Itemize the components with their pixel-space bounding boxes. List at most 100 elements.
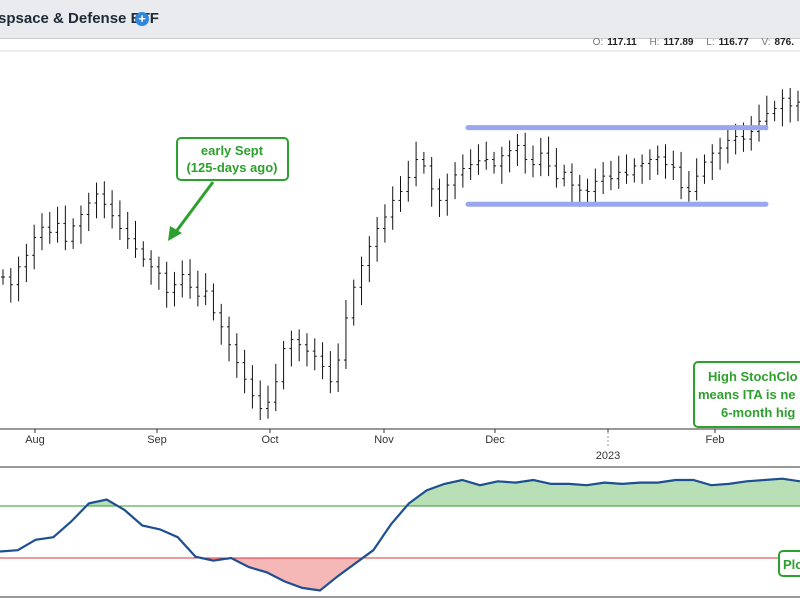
ohlc-bar bbox=[523, 132, 528, 174]
ohlc-bar bbox=[375, 217, 380, 262]
ohlc-bar bbox=[195, 270, 200, 307]
ohlc-bar bbox=[110, 190, 115, 229]
ohlc-bar bbox=[180, 260, 185, 298]
open-label: O: bbox=[592, 37, 604, 48]
ohlc-bar bbox=[227, 316, 232, 362]
ohlc-bar bbox=[312, 338, 317, 371]
volume-label: V: bbox=[761, 37, 771, 48]
price-plot-area bbox=[0, 51, 800, 429]
ohlc-bar bbox=[281, 340, 286, 390]
ohlc-bar bbox=[562, 164, 567, 187]
ohlc-bar bbox=[94, 182, 99, 219]
ohlc-bar bbox=[382, 204, 387, 243]
x-tick-label-aug: Aug bbox=[25, 434, 45, 446]
ohlc-bars bbox=[1, 88, 800, 421]
plot-label-group: Plo bbox=[778, 550, 800, 577]
ohlc-bar bbox=[476, 144, 481, 175]
ohlc-bar bbox=[429, 156, 434, 207]
high-value: 117.89 bbox=[663, 37, 694, 48]
ohlc-bar bbox=[538, 137, 543, 177]
ohlc-bar bbox=[32, 224, 37, 270]
ohlc-bar bbox=[336, 343, 341, 392]
ohlc-bar bbox=[679, 151, 684, 200]
ohlc-bar bbox=[663, 144, 668, 179]
ohlc-bar bbox=[702, 154, 707, 184]
early-sept-line2: (125-days ago) bbox=[186, 160, 277, 175]
early-sept-arrow-shaft bbox=[173, 181, 215, 234]
ohlc-bar bbox=[86, 192, 91, 232]
channel-lines bbox=[465, 125, 769, 207]
chart-header: spsace & Defense ETF + bbox=[0, 0, 800, 39]
ohlc-bar bbox=[577, 174, 582, 207]
ohlc-bar bbox=[453, 162, 458, 200]
ohlc-bar bbox=[242, 349, 247, 394]
ohlc-bar bbox=[757, 104, 762, 142]
ohlc-bar bbox=[531, 145, 535, 178]
ohlc-bar bbox=[492, 151, 497, 174]
ohlc-bar bbox=[772, 100, 777, 122]
ohlc-bar bbox=[63, 205, 68, 251]
high-label: H: bbox=[649, 37, 660, 48]
ohlc-bar bbox=[367, 236, 372, 283]
x-axis-ticks bbox=[34, 429, 716, 433]
ohlc-bar bbox=[414, 141, 419, 187]
low-value: 116.77 bbox=[718, 37, 749, 48]
ohlc-bar bbox=[141, 241, 146, 267]
ohlc-bar bbox=[1, 269, 5, 285]
ohlc-bar bbox=[406, 160, 411, 202]
osc-fills bbox=[0, 478, 800, 591]
ohlc-bar bbox=[601, 162, 606, 195]
ohlc-bar bbox=[640, 154, 645, 184]
plot-label-text: Plo bbox=[783, 557, 800, 572]
ohlc-bar bbox=[203, 273, 208, 306]
ohlc-bar bbox=[188, 259, 193, 299]
ohlc-bar bbox=[647, 149, 652, 180]
ohlc-bar bbox=[460, 154, 465, 188]
low-label: L: bbox=[706, 37, 715, 48]
ohlc-bar bbox=[39, 213, 44, 251]
ohlc-bar bbox=[569, 163, 574, 203]
osc-overbought-fill bbox=[0, 478, 800, 506]
ohlc-bar bbox=[266, 385, 270, 419]
stoch-annotation-box bbox=[693, 361, 800, 428]
ohlc-bar bbox=[102, 181, 107, 219]
ohlc-bar bbox=[484, 141, 489, 170]
ohlc-bar bbox=[156, 256, 161, 290]
early-sept-box bbox=[176, 137, 289, 181]
ohlc-bar bbox=[234, 333, 239, 378]
ohlc-bar bbox=[133, 220, 138, 258]
add-plus-icon[interactable]: + bbox=[135, 12, 149, 26]
ohlc-bar bbox=[250, 365, 255, 409]
ohlc-bar bbox=[47, 211, 52, 244]
ohlc-bar bbox=[632, 158, 637, 183]
ohlc-bar bbox=[725, 128, 730, 164]
ohlc-bar bbox=[172, 271, 177, 307]
ohlc-bar bbox=[686, 171, 691, 202]
ohlc-bar bbox=[624, 154, 629, 184]
ohlc-bar bbox=[78, 205, 83, 244]
ohlc-bar bbox=[359, 256, 364, 306]
ohlc-bar bbox=[616, 155, 621, 189]
ohlc-bar bbox=[608, 160, 613, 191]
ohlc-bar bbox=[764, 95, 769, 131]
x-tick-label-dec: Dec bbox=[485, 434, 505, 446]
volume-value: 876. bbox=[774, 37, 794, 48]
x-tick-label-feb: Feb bbox=[706, 434, 725, 446]
stoch-line2: means ITA is ne bbox=[698, 387, 796, 402]
ohlc-bar bbox=[273, 363, 278, 412]
ohlc-bar bbox=[655, 145, 660, 175]
ohlc-bar bbox=[328, 351, 333, 394]
ohlc-bar bbox=[8, 268, 13, 303]
ohlc-bar bbox=[718, 137, 723, 170]
chart-title: spsace & Defense ETF bbox=[0, 10, 159, 27]
ohlc-bar bbox=[16, 256, 21, 302]
ohlc-bar bbox=[71, 218, 76, 249]
ohlc-bar bbox=[304, 333, 309, 367]
ohlc-bar bbox=[546, 136, 551, 177]
stoch-annotation: High StochClo means ITA is ne 6-month hi… bbox=[693, 361, 800, 428]
x-tick-label-sep: Sep bbox=[147, 434, 167, 446]
ohlc-bar bbox=[593, 168, 598, 206]
ohlc-bar bbox=[343, 300, 348, 369]
ohlc-bar bbox=[499, 146, 504, 184]
